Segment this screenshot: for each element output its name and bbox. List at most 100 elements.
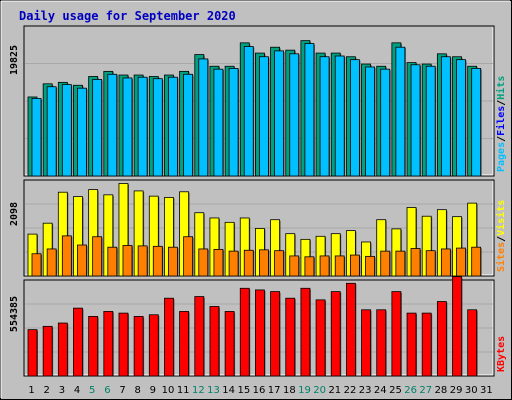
x-tick-label: 15 <box>237 385 250 396</box>
x-tick-label: 25 <box>389 385 402 396</box>
bar-sites-day-12 <box>198 248 209 277</box>
x-tick-label: 7 <box>119 385 125 396</box>
bar-kbytes-day-23 <box>361 309 371 377</box>
x-tick-label: 8 <box>135 385 141 396</box>
bar-sites-day-24 <box>380 250 391 277</box>
x-tick-label: 12 <box>192 385 205 396</box>
bar-sites-day-6 <box>107 246 118 277</box>
bar-sites-day-8 <box>137 245 148 277</box>
x-tick-label: 18 <box>283 385 296 396</box>
bar-sites-day-9 <box>152 245 163 277</box>
bar-sites-day-22 <box>349 254 360 277</box>
x-tick-label: 21 <box>328 385 341 396</box>
bar-files-day-1 <box>31 98 42 177</box>
legend: KBytes <box>496 336 507 372</box>
bar-sites-day-15 <box>243 249 254 277</box>
bar-sites-day-17 <box>274 250 284 277</box>
bar-sites-day-23 <box>365 255 375 277</box>
bar-kbytes-day-25 <box>391 291 402 377</box>
bar-sites-day-14 <box>228 250 239 277</box>
bar-files-day-18 <box>289 53 300 177</box>
x-tick-label: 28 <box>435 385 448 396</box>
bar-kbytes-day-10 <box>164 297 174 377</box>
x-tick-label: 29 <box>450 385 463 396</box>
bar-sites-day-5 <box>92 236 103 277</box>
legend-item: Files <box>495 106 507 136</box>
x-tick-label: 31 <box>480 385 493 396</box>
bar-sites-day-27 <box>425 250 436 277</box>
bar-sites-day-28 <box>440 248 451 277</box>
bar-files-day-8 <box>137 76 148 177</box>
bar-sites-day-13 <box>213 248 224 277</box>
hits_panel: 19825 Pages/Files/Hits <box>9 25 507 177</box>
bar-kbytes-day-3 <box>57 322 68 377</box>
bar-kbytes-day-22 <box>345 282 356 377</box>
bar-sites-day-29 <box>456 247 466 277</box>
bar-kbytes-day-28 <box>436 301 447 377</box>
chart-title: Daily usage for September 2020 <box>19 9 236 23</box>
bar-kbytes-day-15 <box>239 287 250 377</box>
bar-files-day-5 <box>92 79 103 177</box>
x-tick-label: 9 <box>150 385 156 396</box>
bar-files-day-30 <box>471 68 482 177</box>
bar-kbytes-day-14 <box>224 311 235 377</box>
bar-sites-day-20 <box>319 255 330 277</box>
bar-files-day-17 <box>274 50 284 177</box>
bar-files-day-21 <box>334 55 345 177</box>
bar-kbytes-day-21 <box>330 291 341 377</box>
bar-files-day-29 <box>456 59 466 177</box>
bar-kbytes-day-6 <box>103 311 114 377</box>
bar-files-day-22 <box>349 59 360 177</box>
legend-item: Pages <box>496 142 507 172</box>
x-tick-label: 17 <box>268 385 281 396</box>
x-tick-label: 2 <box>44 385 50 396</box>
y-max-label: 19825 <box>9 45 20 75</box>
bar-kbytes-day-2 <box>42 325 53 377</box>
legend-item: / <box>496 136 507 142</box>
bar-files-day-20 <box>319 56 330 177</box>
bar-sites-day-4 <box>77 244 87 277</box>
x-tick-label: 20 <box>313 385 326 396</box>
bar-files-day-10 <box>168 76 178 177</box>
bar-kbytes-day-26 <box>406 312 417 377</box>
x-tick-label: 10 <box>162 385 175 396</box>
bar-files-day-2 <box>46 86 57 177</box>
x-tick-label: 27 <box>419 385 432 396</box>
bar-files-day-25 <box>395 46 406 177</box>
bar-kbytes-day-8 <box>133 316 144 377</box>
bar-files-day-9 <box>152 78 163 177</box>
bar-sites-day-11 <box>183 236 194 277</box>
bar-sites-day-3 <box>61 235 72 277</box>
bar-kbytes-day-18 <box>285 297 296 377</box>
bar-kbytes-day-1 <box>27 329 38 377</box>
legend: Pages/Files/Hits <box>495 76 507 172</box>
kbytes_panel: 554385 KBytes <box>9 276 507 377</box>
bar-kbytes-day-11 <box>179 311 190 377</box>
bar-files-day-4 <box>77 87 87 177</box>
bar-sites-day-19 <box>304 256 315 277</box>
bar-files-day-6 <box>107 73 118 177</box>
y-max-label: 2098 <box>9 202 20 226</box>
bar-kbytes-day-20 <box>315 299 326 377</box>
bar-sites-day-1 <box>31 253 42 277</box>
bar-sites-day-2 <box>46 248 57 277</box>
bar-kbytes-day-13 <box>209 306 220 377</box>
bar-files-day-12 <box>198 58 209 177</box>
chart-panels: 19825 Pages/Files/Hits 2098 Sites/Visits 554… <box>9 25 507 377</box>
bar-kbytes-day-12 <box>194 296 205 377</box>
x-tick-label: 22 <box>344 385 357 396</box>
bar-files-day-14 <box>228 68 239 177</box>
x-tick-label: 1 <box>28 385 34 396</box>
bar-files-day-26 <box>410 64 421 177</box>
bar-files-day-27 <box>425 65 436 177</box>
bar-sites-day-21 <box>334 255 345 277</box>
legend: Sites/Visits <box>495 200 507 272</box>
legend-item: / <box>496 100 507 106</box>
bar-kbytes-day-5 <box>88 316 99 377</box>
x-tick-label: 11 <box>177 385 190 396</box>
bar-files-day-28 <box>440 56 451 177</box>
bar-kbytes-day-4 <box>73 307 83 377</box>
bar-sites-day-26 <box>410 248 421 277</box>
bar-files-day-24 <box>380 68 391 177</box>
